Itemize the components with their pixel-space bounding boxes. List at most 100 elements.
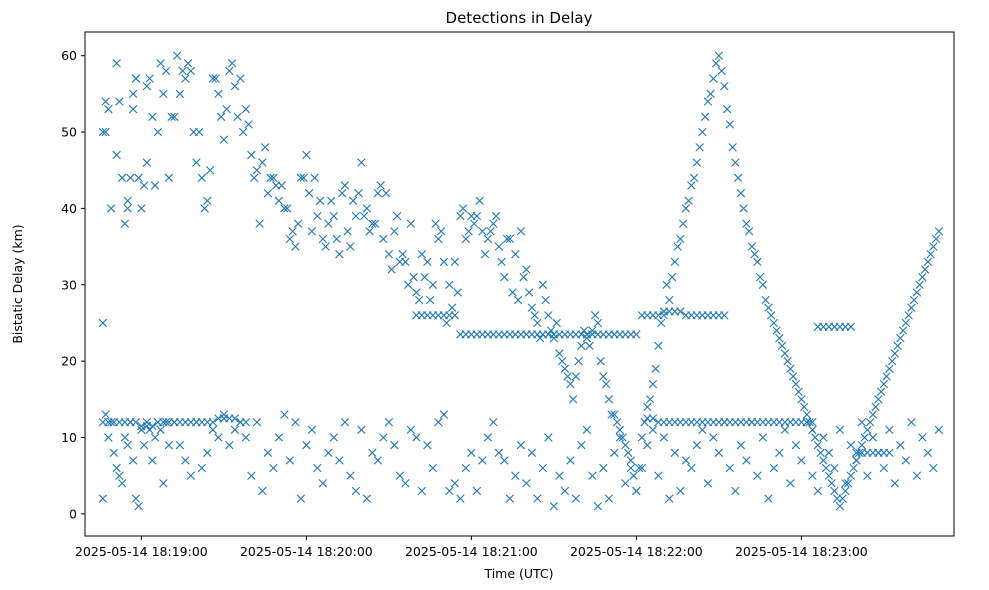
scatter-point [530,311,539,320]
scatter-point [131,74,141,83]
scatter-point [384,250,394,259]
scatter-point [428,463,438,473]
scatter-point [318,479,328,488]
scatter-point [769,463,779,473]
scatter-point [780,425,790,435]
scatter-point [747,242,757,251]
scatter-point [120,219,130,228]
scatter-point [134,502,143,511]
scatter-point [673,242,682,251]
scatter-point [329,211,339,221]
scatter-point [632,330,641,339]
scatter-point [549,502,559,511]
scatter-point [654,471,663,480]
scatter-point [126,418,135,427]
scatter-point [214,433,223,442]
scatter-point [808,471,817,480]
scatter-point [458,204,468,213]
scatter-point [153,127,163,137]
scatter-point [244,120,253,129]
scatter-point [552,318,561,328]
scatter-point [513,295,523,305]
scatter-point [588,471,597,480]
scatter-point [533,494,542,503]
scatter-point [612,418,622,427]
scatter-point [887,356,897,366]
y-axis-title: Bistatic Delay (km) [10,224,25,343]
scatter-point [681,204,691,213]
scatter-point [423,257,432,267]
scatter-point [172,51,182,60]
scatter-point [494,242,504,251]
scatter-point [643,440,652,450]
scatter-point [742,456,751,465]
scatter-point [139,440,149,450]
scatter-point [692,158,702,167]
scatter-point [863,425,872,435]
scatter-point [337,188,347,198]
scatter-point [98,494,108,503]
scatter-point [266,173,275,183]
scatter-point [150,181,160,190]
scatter-point [692,440,702,450]
scatter-point [329,433,339,442]
scatter-point [489,219,498,228]
scatter-point [599,372,608,381]
scatter-point [293,219,303,228]
scatter-point [491,211,501,221]
scatter-point [145,74,154,83]
scatter-point [354,188,363,198]
scatter-point [156,59,165,68]
scatter-point [640,418,649,427]
scatter-point [313,463,322,473]
scatter-point [340,181,350,190]
scatter-point [758,433,768,442]
scatter-point [882,372,891,381]
scatter-point [489,418,498,427]
scatter-point [846,471,856,480]
scatter-point [379,433,388,442]
y-tick-label: 10 [61,430,77,445]
scatter-point [571,494,581,503]
scatter-point [439,410,449,419]
scatter-point [164,440,174,450]
scatter-point [392,211,402,221]
scatter-point [106,418,116,427]
scatter-point [112,150,121,160]
scatter-point [687,463,696,473]
scatter-point [159,479,168,488]
scatter-point [384,418,394,427]
scatter-point [522,265,531,274]
scatter-point [643,402,652,412]
scatter-point [134,173,143,183]
scatter-point [667,272,677,282]
scatter-point [923,257,933,267]
scatter-point [145,425,154,435]
scatter-point [175,440,185,450]
scatter-point [137,204,146,213]
scatter-point [775,334,784,343]
scatter-point [142,418,152,427]
scatter-point [335,250,344,259]
scatter-point [717,66,726,76]
scatter-point [148,456,157,465]
scatter-point [159,89,168,99]
scatter-point [326,196,336,205]
scatter-point [508,288,517,297]
scatter-point [593,318,603,328]
scatter-point [725,120,735,129]
chart-title: Detections in Delay [446,9,593,27]
y-tick-label: 0 [69,506,77,521]
scatter-point [478,456,487,465]
scatter-point [307,425,317,435]
scatter-point [269,173,278,183]
y-axis: 0 10 20 30 40 50 60 [61,48,85,521]
scatter-point [115,97,124,106]
scatter-point [733,173,743,183]
scatter-point [420,272,429,282]
scatter-point [263,448,273,457]
scatter-point [896,334,905,343]
scatter-point [233,112,242,121]
scatter-point [216,112,226,121]
